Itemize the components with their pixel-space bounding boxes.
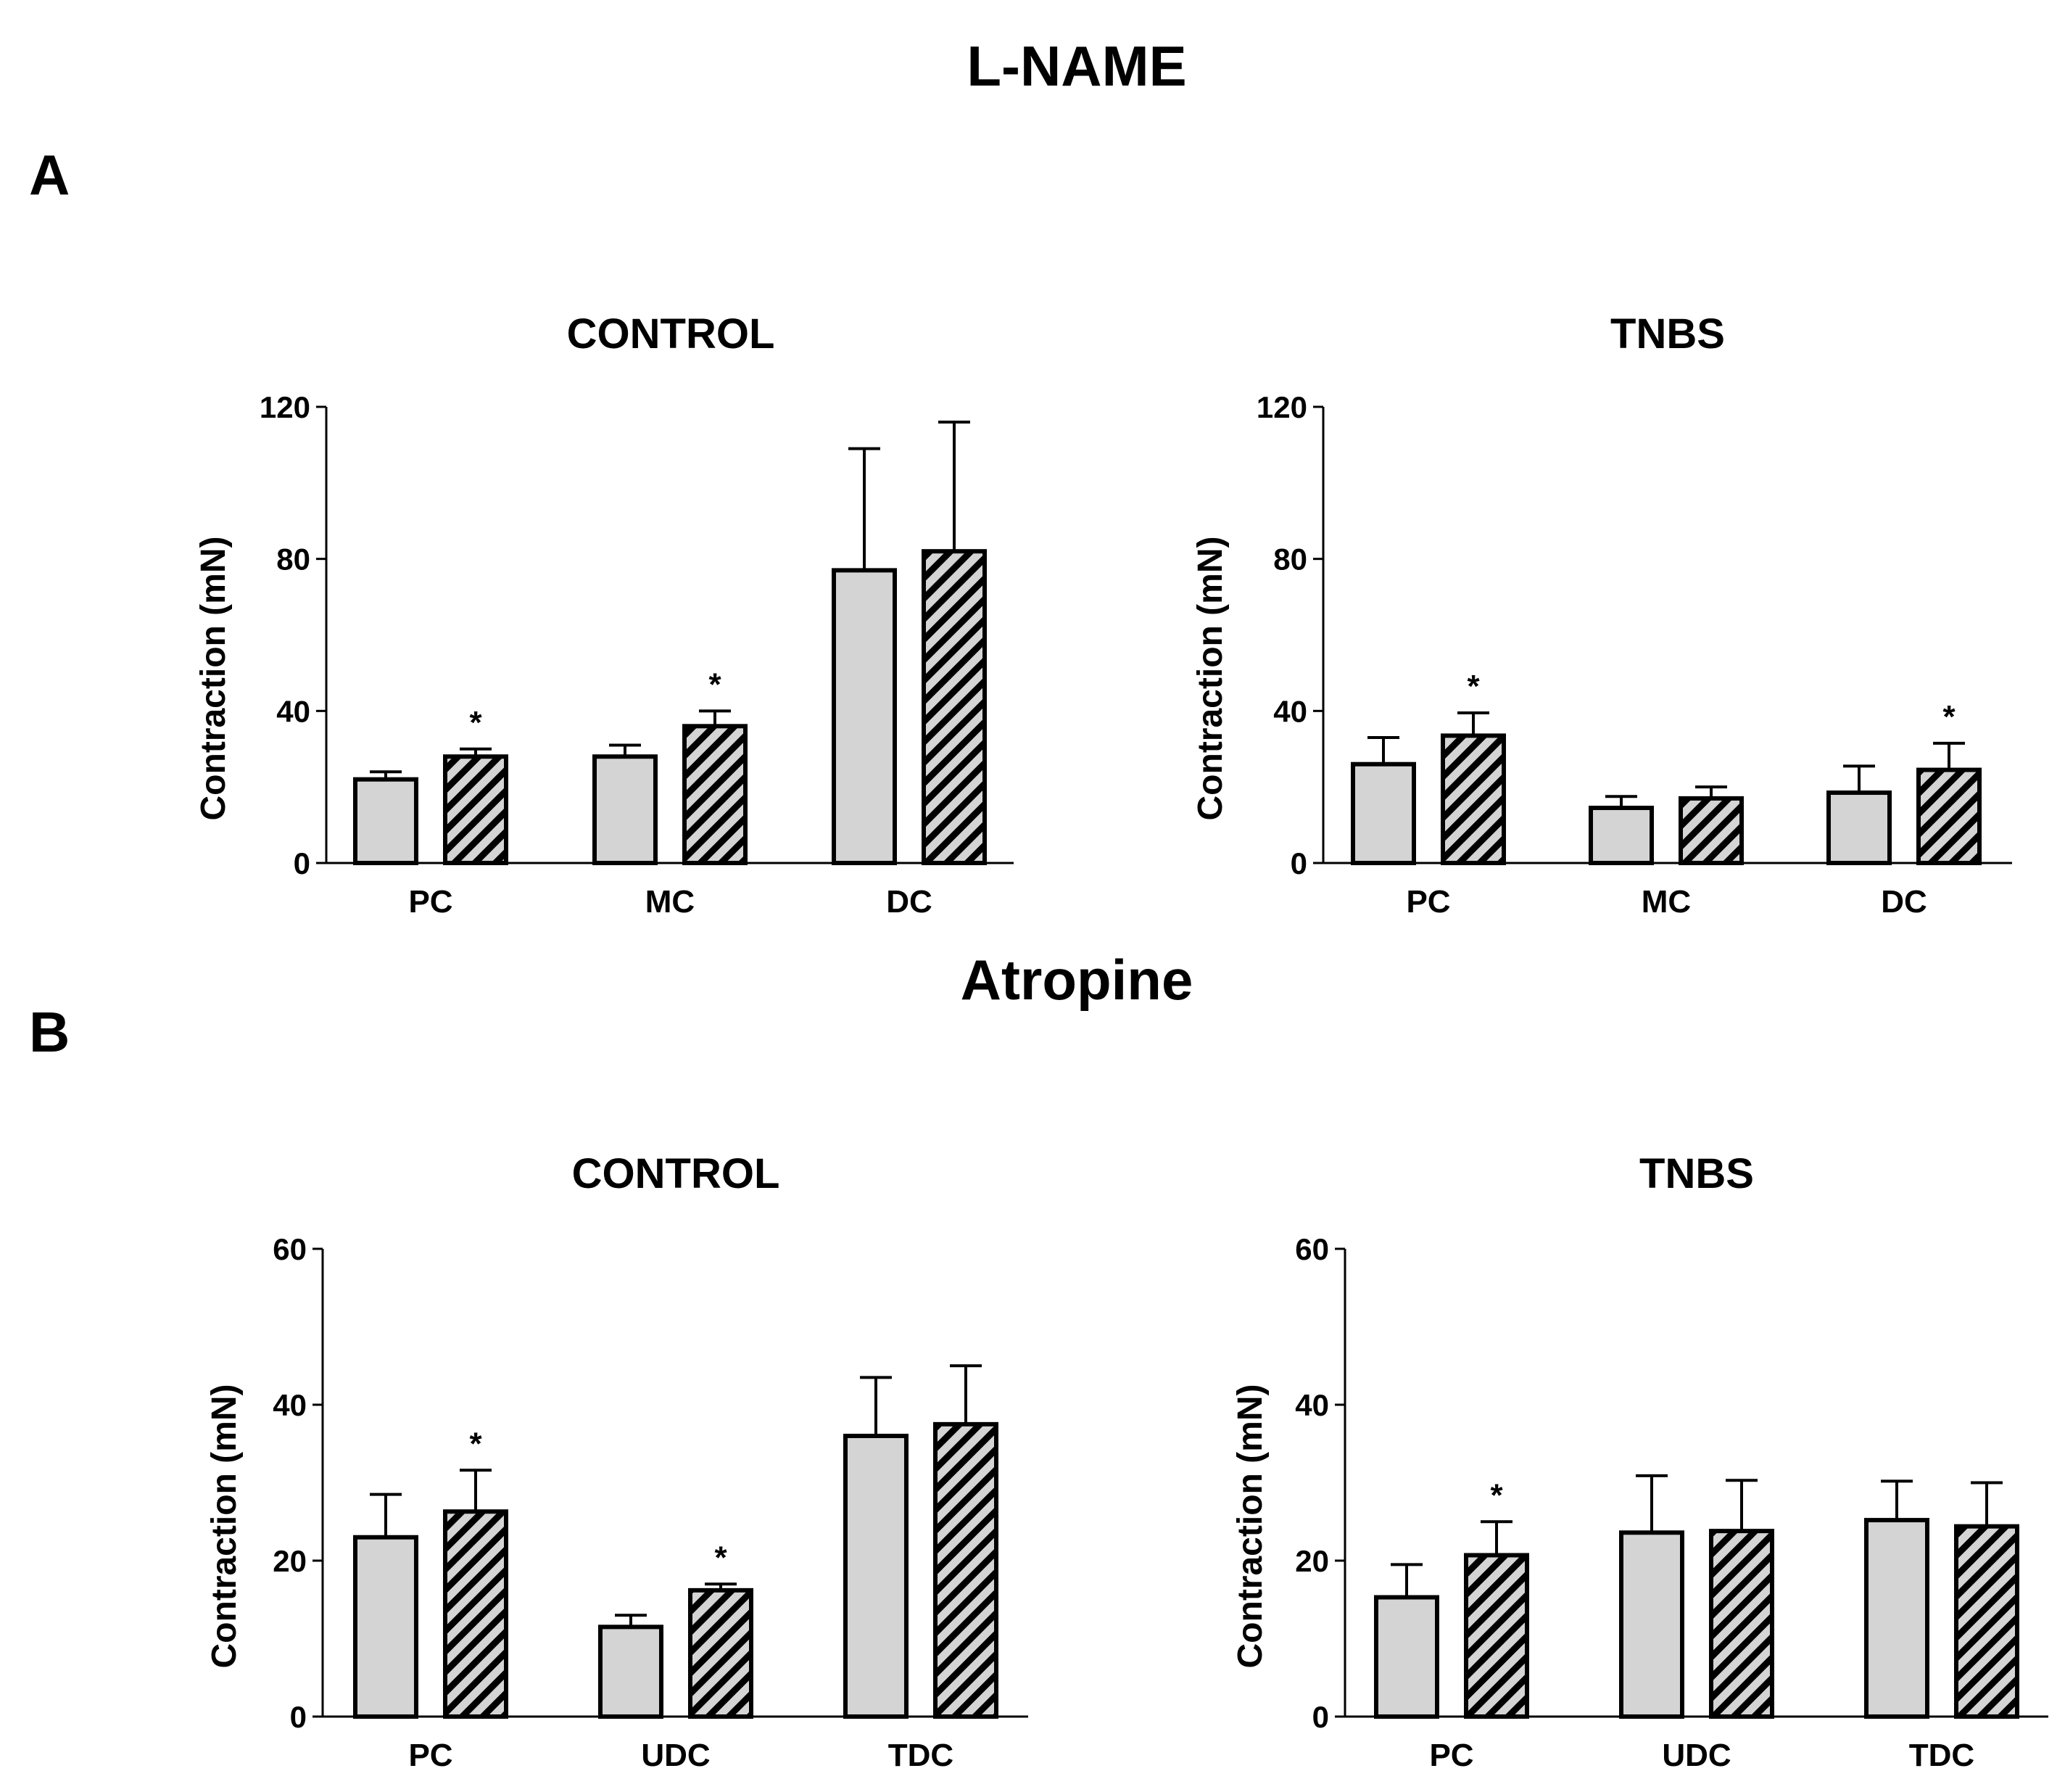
x-tick-label: UDC [1662, 1738, 1731, 1773]
y-tick-label: 40 [1273, 694, 1307, 728]
x-tick-label: DC [1881, 884, 1927, 920]
bar-treated [682, 724, 748, 865]
chart-atropine-tnbs: TNBS Contraction (mN) 0 20 40 60 * PC UDC TDC [1231, 1150, 2048, 1773]
chart-title: CONTROL [572, 1150, 780, 1197]
bar-basal [832, 568, 897, 865]
chart-atropine-control: CONTROL Contraction (mN) 0 20 40 60 * PC * UDC TDC [205, 1150, 1028, 1773]
y-tick-label: 20 [1295, 1544, 1329, 1578]
bar-treated [1441, 733, 1506, 866]
x-tick-label: MC [1642, 884, 1691, 920]
y-tick-label: 60 [1295, 1232, 1329, 1266]
x-tick-label: PC [408, 884, 452, 920]
y-tick-label: 80 [276, 542, 310, 577]
bar-treated [1916, 767, 1982, 866]
y-tick-label: 60 [273, 1232, 307, 1266]
y-axis-label: Contraction (mN) [1191, 537, 1230, 821]
bar-treated [1464, 1553, 1529, 1719]
significance-star: * [714, 1540, 727, 1575]
significance-star: * [708, 666, 721, 702]
x-tick-label: DC [886, 884, 932, 920]
bar-basal [1589, 805, 1654, 866]
bar-treated [1954, 1524, 2019, 1719]
bar-basal [1374, 1595, 1439, 1719]
bar-treated [1709, 1529, 1774, 1719]
bar-basal [843, 1434, 909, 1719]
chart-lname-tnbs: TNBS Contraction (mN) 0 40 80 120 * PC MC * DC [1191, 310, 2012, 920]
significance-star: * [469, 1426, 482, 1461]
bar-basal [1826, 790, 1892, 866]
chart-title: CONTROL [567, 310, 775, 358]
bar-basal [598, 1624, 663, 1719]
bar-treated [922, 549, 987, 866]
chart-lname-control: CONTROL Contraction (mN) 0 40 80 120 * PC * MC DC [194, 310, 1014, 920]
bar-treated [443, 1509, 508, 1719]
section-title-atropine: Atropine [961, 948, 1193, 1012]
y-tick-label: 0 [290, 1700, 307, 1734]
y-tick-label: 40 [273, 1388, 307, 1422]
y-axis-label: Contraction (mN) [1231, 1384, 1270, 1669]
y-tick-label: 0 [294, 846, 310, 880]
significance-star: * [1942, 699, 1956, 735]
x-tick-label: MC [645, 884, 695, 920]
y-tick-label: 120 [260, 390, 310, 424]
y-axis-label: Contraction (mN) [194, 537, 233, 821]
chart-title: TNBS [1639, 1150, 1754, 1197]
panel-label-b: B [29, 1000, 70, 1064]
y-tick-label: 120 [1257, 390, 1307, 424]
bar-treated [688, 1587, 753, 1719]
bar-basal [1619, 1530, 1684, 1719]
bar-basal [1351, 761, 1416, 866]
y-axis-label: Contraction (mN) [205, 1384, 244, 1669]
bar-treated [933, 1421, 998, 1719]
bar-treated [443, 754, 508, 865]
x-tick-label: PC [1429, 1738, 1473, 1773]
x-tick-label: PC [408, 1738, 452, 1773]
significance-star: * [1467, 669, 1480, 704]
x-tick-label: TDC [1909, 1738, 1974, 1773]
y-tick-label: 40 [276, 694, 310, 728]
bar-basal [1864, 1518, 1929, 1719]
significance-star: * [469, 705, 482, 740]
x-tick-label: PC [1406, 884, 1450, 920]
y-tick-label: 0 [1291, 846, 1307, 880]
significance-star: * [1490, 1477, 1503, 1513]
bar-basal [592, 754, 658, 865]
x-tick-label: UDC [641, 1738, 710, 1773]
chart-title: TNBS [1610, 310, 1725, 358]
y-tick-label: 0 [1312, 1700, 1329, 1734]
bar-basal [353, 777, 418, 866]
x-tick-label: TDC [888, 1738, 953, 1773]
bar-treated [1679, 796, 1744, 866]
section-title-l-name: L-NAME [967, 34, 1186, 98]
y-tick-label: 80 [1273, 542, 1307, 577]
panel-label-a: A [29, 143, 70, 207]
bar-basal [353, 1535, 418, 1719]
y-tick-label: 40 [1295, 1388, 1329, 1422]
y-tick-label: 20 [273, 1544, 307, 1578]
